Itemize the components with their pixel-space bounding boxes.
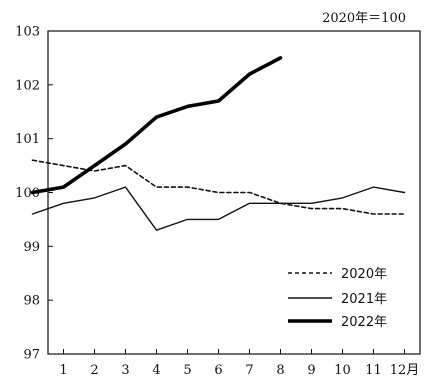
x-tick-label: 10 xyxy=(334,363,351,378)
y-tick-label: 99 xyxy=(23,240,40,255)
y-tick-label: 97 xyxy=(23,348,40,363)
series-line-2020年 xyxy=(31,159,406,215)
x-axis: 1 2 3 4 5 6 7 8 9 10 11 12月 xyxy=(59,349,419,378)
y-tick-label: 101 xyxy=(15,132,40,147)
y-tick-label: 102 xyxy=(15,78,40,93)
x-tick-label: 5 xyxy=(183,363,191,378)
legend-label: 2022年 xyxy=(341,315,387,330)
y-tick-label: 103 xyxy=(15,25,40,40)
x-tick-label: 12月 xyxy=(390,363,420,378)
x-tick-label: 9 xyxy=(307,363,315,378)
y-tick-label: 98 xyxy=(23,294,40,309)
x-tick-label: 11 xyxy=(365,363,382,378)
y-axis: 103 102 101 100 99 98 97 xyxy=(15,25,53,363)
x-tick-label: 1 xyxy=(59,363,67,378)
x-tick-label: 6 xyxy=(214,363,222,378)
x-tick-label: 4 xyxy=(152,363,160,378)
legend-label: 2020年 xyxy=(341,267,387,282)
series-line-2022年 xyxy=(30,56,283,195)
y-tick-label: 100 xyxy=(15,186,40,201)
x-tick-label: 8 xyxy=(276,363,284,378)
series-line-2021年 xyxy=(31,186,406,231)
x-tick-label: 3 xyxy=(121,363,129,378)
legend: 2020年 2021年 2022年 xyxy=(288,267,387,330)
x-tick-label: 2 xyxy=(90,363,98,378)
legend-label: 2021年 xyxy=(341,292,387,307)
series-layer xyxy=(30,56,406,231)
x-tick-label: 7 xyxy=(245,363,253,378)
unit-note: 2020年＝100 xyxy=(322,11,406,26)
